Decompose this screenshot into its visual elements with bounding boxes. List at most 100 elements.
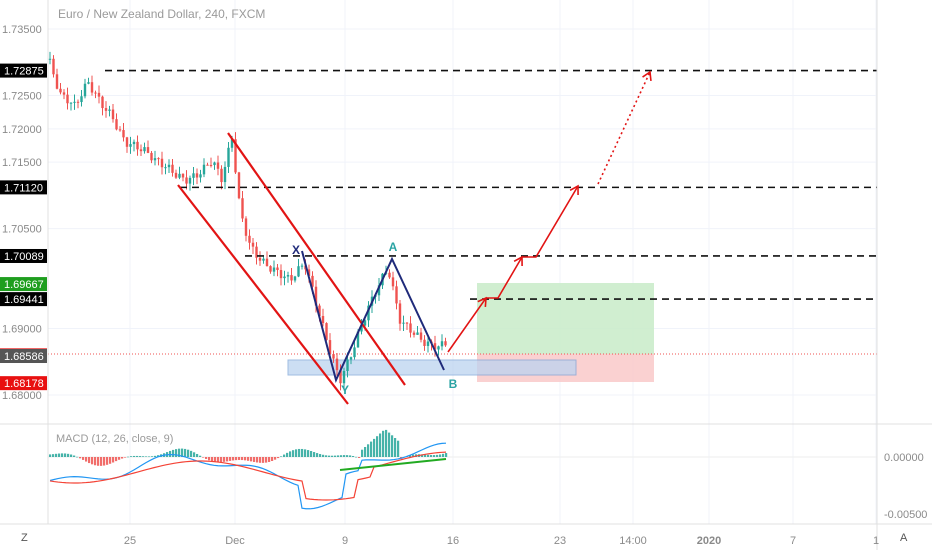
- candle-body: [230, 139, 234, 148]
- level-tag-1.69667: [0, 277, 47, 292]
- macd-histogram-bar: [103, 457, 106, 466]
- candle-body: [192, 173, 195, 178]
- candle-body: [227, 147, 230, 167]
- macd-histogram-bar: [253, 457, 256, 462]
- auto-scale-button[interactable]: A: [900, 532, 908, 544]
- macd-histogram-bar: [304, 449, 307, 457]
- candles: [48, 51, 447, 391]
- support-zone: [287, 359, 577, 376]
- candle-body: [167, 164, 171, 168]
- candle-body: [262, 258, 265, 261]
- macd-histogram-bar: [259, 457, 262, 463]
- macd-histogram-bar: [433, 455, 436, 457]
- macd-histogram-bar: [439, 454, 442, 457]
- macd-histogram-bar: [268, 457, 271, 462]
- candle-body: [251, 242, 255, 247]
- candle-body: [423, 339, 426, 346]
- candle-body: [150, 152, 153, 161]
- take-profit-zone: [477, 283, 654, 354]
- macd-histogram-bar: [421, 454, 424, 457]
- candle-body: [122, 130, 125, 138]
- arrow-head: [513, 255, 523, 267]
- candle-body: [108, 109, 111, 111]
- macd-histogram-bar: [271, 457, 274, 461]
- candle-body: [353, 347, 356, 358]
- candle-body: [202, 164, 206, 175]
- macd-histogram-bar: [187, 449, 190, 457]
- macd-histogram-bar: [328, 455, 331, 457]
- pattern-label-Y: Y: [341, 383, 349, 397]
- macd-histogram-bar: [361, 449, 364, 457]
- macd-histogram-bar: [142, 456, 145, 457]
- macd-histogram-bar: [127, 456, 130, 458]
- candle-body: [363, 320, 367, 326]
- candle-body: [339, 370, 342, 384]
- arrow-head: [569, 184, 579, 196]
- macd-histogram-bar: [181, 448, 184, 457]
- candle-body: [171, 164, 174, 173]
- candle-body: [73, 101, 76, 103]
- macd-histogram-bar: [109, 457, 112, 464]
- grid: [48, 0, 877, 524]
- y-tick-label: 1.72500: [2, 91, 42, 103]
- macd-histogram-bar: [172, 449, 175, 457]
- macd-histogram-bar: [157, 455, 160, 457]
- macd-histogram-bar: [292, 450, 295, 457]
- candle-body: [276, 267, 279, 271]
- candle-body: [118, 129, 122, 131]
- candle-body: [440, 341, 444, 347]
- macd-histogram-bar: [112, 457, 115, 463]
- macd-histogram-bar: [148, 456, 151, 458]
- macd-histogram-bar: [280, 456, 283, 457]
- channel-top-line: [227, 132, 406, 386]
- drawings: X A Y B: [177, 70, 652, 405]
- macd-histogram-bar: [235, 457, 238, 461]
- macd-histogram-bar: [52, 454, 55, 457]
- macd-histogram-bar: [64, 453, 67, 457]
- macd-histogram-bar: [175, 449, 178, 457]
- macd-histogram-bar: [223, 457, 226, 462]
- macd-histogram-bar: [301, 448, 304, 457]
- divergence-line: [339, 458, 447, 471]
- macd-histogram-bar: [427, 454, 430, 457]
- candle-body: [213, 162, 216, 166]
- candle-body: [164, 167, 167, 169]
- macd-histogram-bar: [391, 435, 394, 457]
- macd-histogram-bar: [190, 450, 193, 457]
- macd-histogram-bar: [238, 457, 241, 460]
- level-tag-text: 1.69667: [4, 279, 44, 291]
- timezone-z[interactable]: Z: [21, 532, 28, 544]
- candle-body: [255, 246, 258, 258]
- macd-histogram-bar: [49, 454, 52, 457]
- macd-histogram-bar: [436, 454, 439, 457]
- macd-histogram-bar: [385, 429, 388, 457]
- macd-histogram-bar: [70, 454, 73, 457]
- macd-histogram-bar: [283, 454, 286, 457]
- xaby-pattern: [301, 250, 445, 383]
- macd-histogram-bar: [367, 444, 370, 457]
- level-tag-text: 1.68586: [4, 351, 44, 363]
- candle-body: [444, 341, 447, 346]
- arrow-head: [642, 70, 652, 82]
- candle-body: [328, 340, 332, 355]
- macd-histogram-bar: [154, 455, 157, 457]
- candle-body: [59, 88, 62, 93]
- macd-histogram-bar: [115, 457, 118, 462]
- x-tick-label: 25: [124, 535, 136, 547]
- macd-histogram-bar: [205, 457, 208, 459]
- candle-body: [209, 164, 213, 166]
- macd-histogram-bar: [82, 457, 85, 460]
- level-tag-1.70089: [0, 248, 47, 263]
- candle-body: [321, 316, 325, 324]
- macd-histogram-bar: [310, 450, 313, 457]
- candle-body: [181, 173, 185, 178]
- pattern-label-B: B: [449, 377, 458, 391]
- dotted-projection: [597, 71, 651, 185]
- macd-histogram-bar: [316, 453, 319, 457]
- candle-body: [174, 172, 178, 178]
- macd-histogram-bar: [325, 455, 328, 457]
- candle-body: [237, 172, 241, 199]
- macd-histogram-bar: [256, 457, 259, 463]
- macd-tick-label: 0.00000: [884, 452, 924, 464]
